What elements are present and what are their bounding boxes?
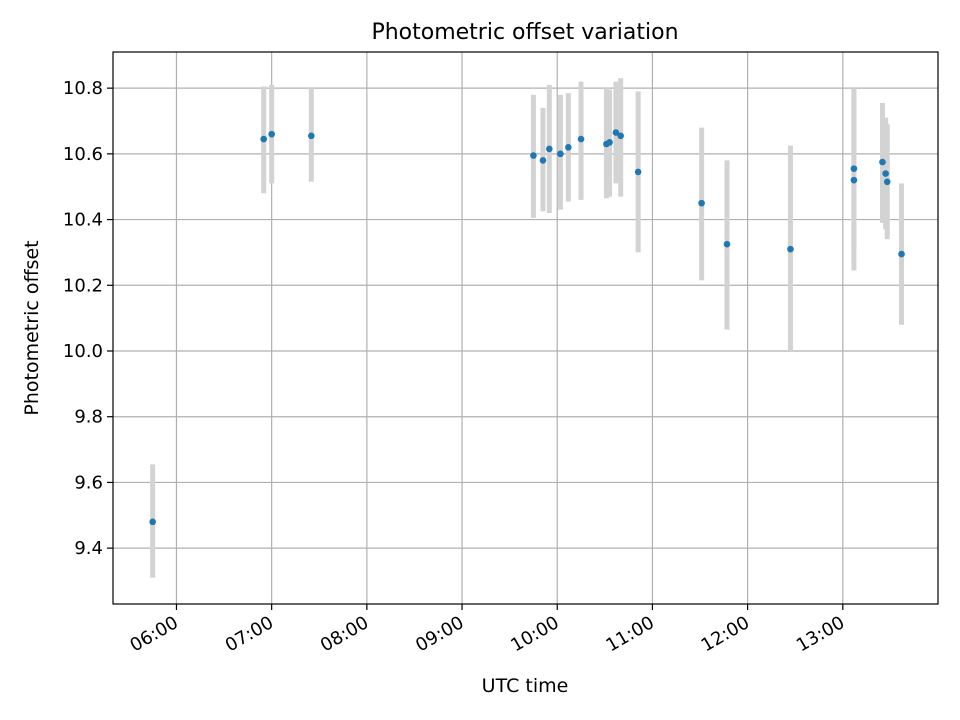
x-tick-label: 12:00 (698, 612, 753, 656)
data-point (882, 170, 889, 177)
x-tick-label: 10:00 (507, 612, 562, 656)
x-tick-label: 13:00 (793, 612, 848, 656)
y-tick-label: 9.6 (74, 472, 103, 493)
x-tick-label: 11:00 (602, 612, 657, 656)
y-tick-label: 9.4 (74, 538, 103, 559)
data-point (612, 129, 620, 136)
data-point (787, 245, 794, 253)
data-point (268, 130, 275, 138)
data-point (898, 250, 905, 258)
data-point (530, 152, 537, 159)
data-point (308, 132, 315, 140)
y-tick-label: 10.6 (63, 144, 103, 165)
y-axis-label: Photometric offset (21, 240, 43, 415)
data-point (879, 158, 886, 166)
data-point (545, 145, 553, 153)
data-points (149, 129, 905, 526)
data-point (850, 176, 858, 184)
x-tick-label: 09:00 (412, 612, 467, 656)
data-point (565, 143, 572, 151)
plot-area-frame (112, 51, 939, 605)
data-point (617, 132, 624, 140)
data-point (850, 165, 858, 172)
data-point (698, 199, 705, 207)
x-axis-label: UTC time (482, 675, 569, 697)
y-tick-label: 10.0 (63, 341, 103, 362)
x-axis-ticks: 06:00 07:00 08:00 09:00 10:00 11:00 12:00 13:00 (127, 604, 848, 656)
y-tick-label: 10.2 (63, 275, 103, 296)
data-point (634, 168, 642, 176)
chart-title: Photometric offset variation (371, 20, 678, 45)
x-tick-label: 08:00 (317, 612, 372, 656)
x-tick-label: 06:00 (127, 612, 182, 656)
data-point (557, 150, 564, 158)
data-point (723, 240, 731, 248)
data-point (606, 139, 613, 146)
data-point (260, 135, 268, 143)
y-axis-ticks: 9.4 9.6 9.8 10.0 10.2 10.4 10.6 10.8 (63, 78, 113, 559)
data-point (577, 135, 585, 143)
data-point (539, 157, 547, 164)
data-point (883, 178, 891, 186)
x-tick-label: 07:00 (222, 612, 277, 656)
grid (113, 52, 938, 604)
y-tick-label: 10.8 (63, 78, 103, 99)
y-tick-label: 10.4 (63, 210, 103, 231)
error-bars (150, 78, 905, 578)
y-tick-label: 9.8 (74, 407, 103, 428)
data-point (149, 518, 156, 526)
